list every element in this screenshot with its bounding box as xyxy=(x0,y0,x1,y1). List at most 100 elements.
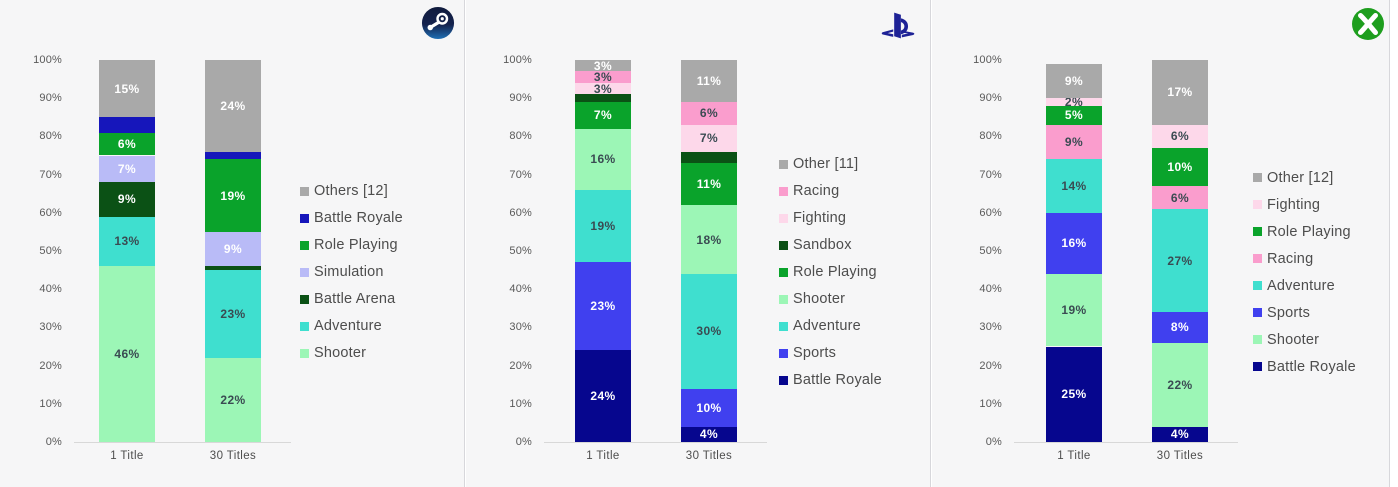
bar-segment-simulation: 7% xyxy=(99,155,155,183)
steam-logo-icon xyxy=(421,6,455,45)
segment-label: 6% xyxy=(117,137,137,152)
bar-segment-shooter: 19% xyxy=(1046,273,1102,347)
segment-label: 3% xyxy=(593,58,613,73)
legend-label: Role Playing xyxy=(314,237,398,253)
legend-item-fighting: Fighting xyxy=(1253,191,1320,218)
segment-label: 25% xyxy=(1061,387,1087,402)
legend-item-adventure: Adventure xyxy=(300,313,382,340)
y-axis-tick-label: 50% xyxy=(979,245,1002,257)
legend-label: Battle Royale xyxy=(1267,358,1356,375)
legend-swatch-icon xyxy=(1253,227,1262,236)
bar-segment-role-playing: 10% xyxy=(1152,147,1208,187)
segment-label: 2% xyxy=(1064,95,1084,109)
segment-label: 19% xyxy=(220,188,246,203)
legend-swatch-icon xyxy=(1253,362,1262,371)
legend-label: Other [11] xyxy=(793,156,859,172)
bar-segment-battle-royale: 24% xyxy=(575,350,631,442)
segment-label: 7% xyxy=(593,108,613,123)
legend-label: Sports xyxy=(793,345,837,361)
segment-label: 3% xyxy=(593,70,613,85)
legend-item-racing: Racing xyxy=(1253,245,1313,272)
segment-label: 11% xyxy=(696,177,722,192)
legend-item-battle-royale: Battle Royale xyxy=(779,367,882,394)
y-axis-tick-label: 100% xyxy=(503,54,532,66)
bar-segment-sports: 8% xyxy=(1152,312,1208,343)
segment-label: 9% xyxy=(1064,135,1084,150)
legend-label: Shooter xyxy=(314,345,367,361)
legend-label: Racing xyxy=(793,183,840,199)
legend-item-others-12: Others [12] xyxy=(300,178,388,205)
legend-item-role-playing: Role Playing xyxy=(1253,218,1351,245)
y-axis-tick-label: 30% xyxy=(979,321,1002,334)
bar-segment-battle-arena xyxy=(205,266,261,271)
segment-label: 18% xyxy=(696,232,722,247)
y-axis-tick-label: 50% xyxy=(39,245,62,257)
segment-label: 10% xyxy=(696,400,722,415)
y-axis-tick-label: 90% xyxy=(979,92,1002,105)
legend-label: Other [12] xyxy=(1267,169,1334,186)
legend-item-other-12: Other [12] xyxy=(1253,164,1333,191)
panel-xbox: 100% 90% 80% 70% 60% 50% 40% 30% 20% 10% 0% 25% 19% 1… xyxy=(932,0,1390,487)
segment-label: 9% xyxy=(1064,74,1084,88)
legend-label: Shooter xyxy=(793,291,846,307)
bar-segment-role-playing: 11% xyxy=(681,163,737,206)
segment-label: 5% xyxy=(1064,108,1084,123)
bar-segment-sports: 23% xyxy=(575,262,631,351)
bar-segment-role-playing: 7% xyxy=(575,102,631,129)
xbox-logo-icon xyxy=(1350,6,1386,47)
segment-label: 24% xyxy=(220,98,246,113)
y-axis-tick-label: 0% xyxy=(985,436,1002,448)
legend-swatch-icon xyxy=(779,159,788,169)
y-axis-tick-label: 20% xyxy=(39,359,62,372)
legend-swatch-icon xyxy=(1253,173,1262,182)
y-axis-tick-label: 70% xyxy=(39,168,62,181)
segment-label: 23% xyxy=(590,299,616,314)
bar-segment-shooter: 46% xyxy=(99,266,155,442)
legend-item-battle-royale: Battle Royale xyxy=(300,205,403,232)
legend-item-sports: Sports xyxy=(779,340,836,367)
bar-segment-sandbox xyxy=(681,151,737,164)
segment-label: 17% xyxy=(1167,85,1193,100)
bar-segment-racing: 6% xyxy=(681,102,737,125)
bar-segment-other: 11% xyxy=(681,60,737,103)
x-axis-label-1-title: 1 Title xyxy=(1057,450,1091,462)
bar-segment-role-playing: 19% xyxy=(205,159,261,232)
legend-swatch-icon xyxy=(779,375,788,385)
bar-segment-fighting: 2% xyxy=(1046,95,1102,109)
segment-label: 22% xyxy=(1167,377,1193,392)
legend-swatch-icon xyxy=(300,213,309,223)
legend-swatch-icon xyxy=(779,321,788,331)
legend-swatch-icon xyxy=(300,186,309,196)
y-axis-tick-label: 50% xyxy=(509,245,532,257)
legend-label: Battle Royale xyxy=(793,372,882,388)
segment-label: 15% xyxy=(114,81,140,96)
segment-label: 3% xyxy=(593,81,613,96)
legend-swatch-icon xyxy=(1253,335,1262,344)
segment-label: 4% xyxy=(1170,427,1190,442)
segment-label: 30% xyxy=(696,324,722,339)
bar-segment-battle-royale xyxy=(205,151,261,160)
bar-segment-simulation: 9% xyxy=(205,231,261,267)
y-axis-tick-label: 40% xyxy=(509,283,532,296)
legend-label: Fighting xyxy=(793,210,847,226)
legend-swatch-icon xyxy=(300,294,309,304)
legend-item-shooter: Shooter xyxy=(779,286,845,313)
legend-swatch-icon xyxy=(300,240,309,250)
y-axis-tick-label: 80% xyxy=(509,130,532,143)
y-axis-tick-label: 70% xyxy=(509,168,532,181)
segment-label: 23% xyxy=(220,307,246,322)
legend-item-battle-royale: Battle Royale xyxy=(1253,353,1356,380)
segment-label: 9% xyxy=(223,242,243,257)
bar-segment-adventure: 13% xyxy=(99,216,155,267)
legend-swatch-icon xyxy=(1253,200,1262,209)
legend-item-battle-arena: Battle Arena xyxy=(300,286,395,313)
legend-item-simulation: Simulation xyxy=(300,259,384,286)
legend-label: Role Playing xyxy=(793,264,877,280)
legend-label: Fighting xyxy=(1267,196,1321,213)
bar-segment-battle-royale xyxy=(99,117,155,133)
bar-segment-racing: 6% xyxy=(1152,186,1208,209)
y-axis-tick-label: 10% xyxy=(39,397,62,410)
bar-segment-sandbox xyxy=(575,94,631,102)
segment-label: 24% xyxy=(590,389,616,404)
segment-label: 11% xyxy=(696,74,722,88)
